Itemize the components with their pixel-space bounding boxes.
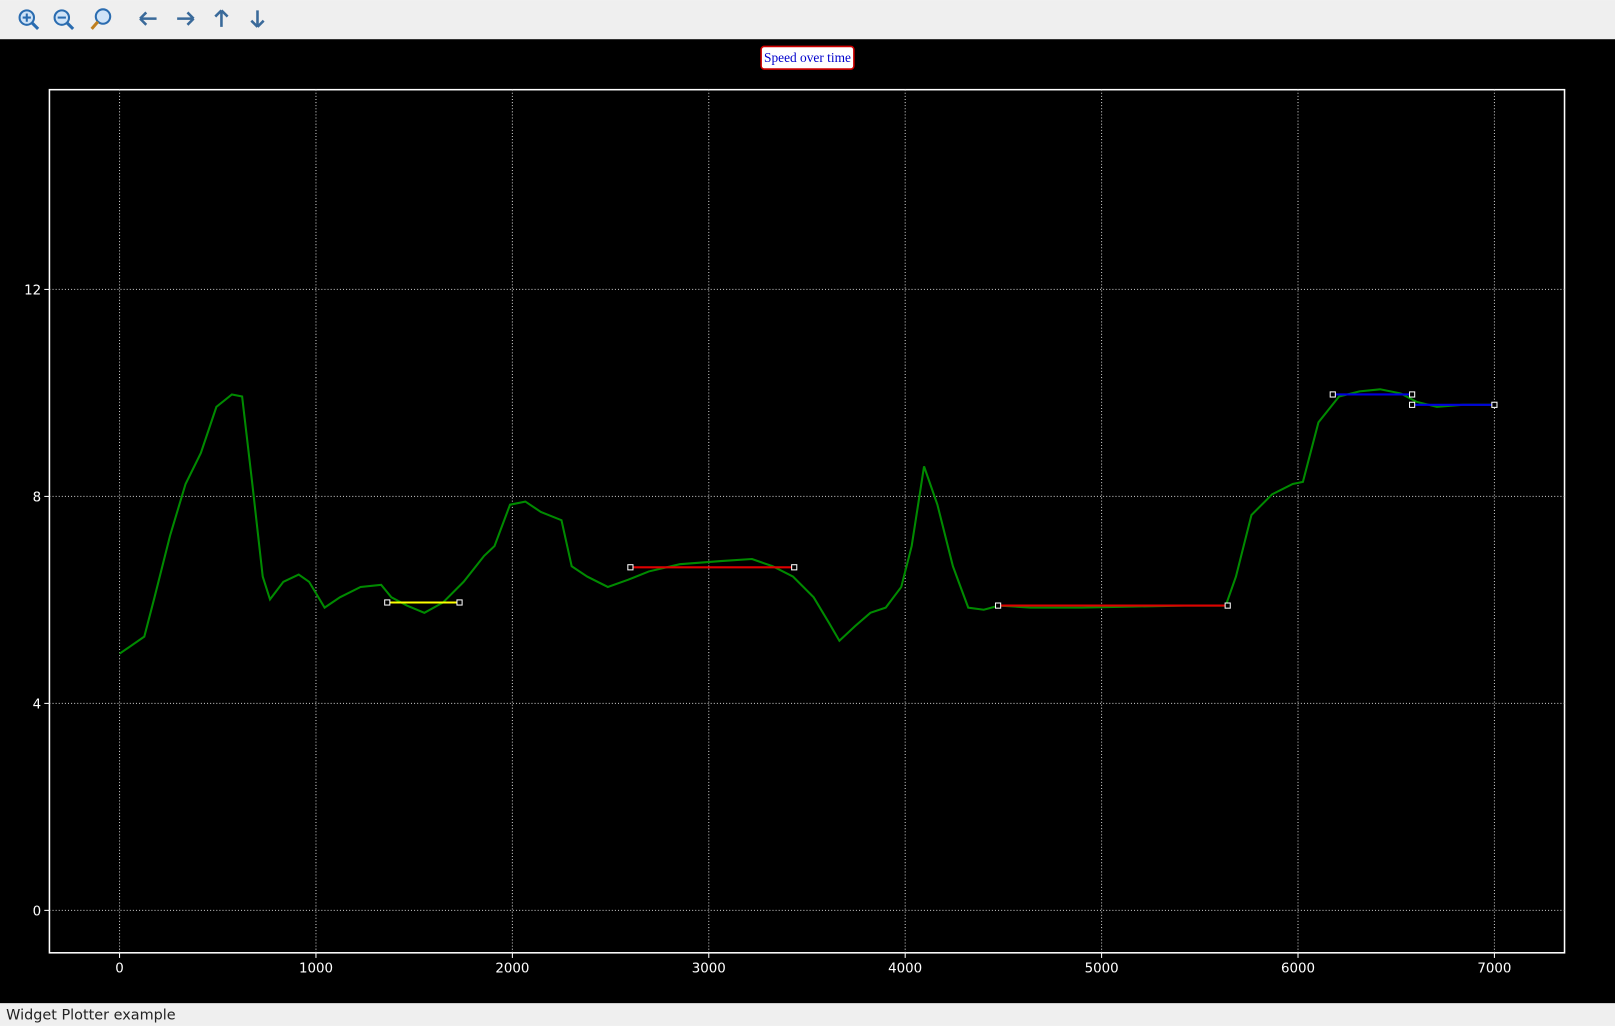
x-tick-label: 5000 — [1085, 961, 1119, 976]
x-tick-label: 6000 — [1281, 961, 1315, 976]
segment-handle — [1409, 401, 1416, 408]
segment-handle — [384, 599, 391, 606]
plot-frame — [48, 88, 1566, 954]
y-tick-label: 12 — [24, 284, 41, 299]
x-tick-label: 4000 — [888, 961, 922, 976]
x-tick-label: 3000 — [692, 961, 726, 976]
pan-right-button[interactable] — [177, 11, 195, 26]
x-tick-label: 7000 — [1477, 961, 1511, 976]
segment-handle — [791, 564, 798, 571]
segment-handle — [1329, 391, 1336, 398]
y-tick-label: 4 — [33, 698, 42, 713]
title-box — [760, 45, 855, 70]
segment-handle — [1409, 391, 1416, 398]
zoom-fit-button[interactable] — [90, 8, 112, 30]
zoom-out-button[interactable] — [53, 9, 75, 31]
y-tick-label: 0 — [33, 905, 42, 920]
toolbar — [0, 0, 1615, 40]
x-tick-label: 1000 — [299, 961, 333, 976]
segment-handle — [1491, 401, 1498, 408]
x-tick-label: 2000 — [495, 961, 529, 976]
chart-title: Speed over time — [764, 50, 851, 65]
segment-handle — [995, 602, 1002, 609]
pan-left-button[interactable] — [139, 11, 157, 26]
segment-handle — [627, 564, 634, 571]
status-bar — [0, 1003, 1615, 1026]
x-tick-label: 0 — [115, 961, 124, 976]
pan-up-button[interactable] — [214, 9, 229, 27]
segment-handle — [456, 599, 463, 606]
zoom-in-button[interactable] — [18, 9, 40, 31]
pan-down-button[interactable] — [250, 10, 265, 28]
segment-handle — [1224, 602, 1231, 609]
speed-line — [118, 388, 1495, 655]
status-text: Widget Plotter example — [6, 1008, 176, 1024]
y-tick-label: 8 — [33, 491, 42, 506]
plot-background — [0, 39, 1615, 1004]
